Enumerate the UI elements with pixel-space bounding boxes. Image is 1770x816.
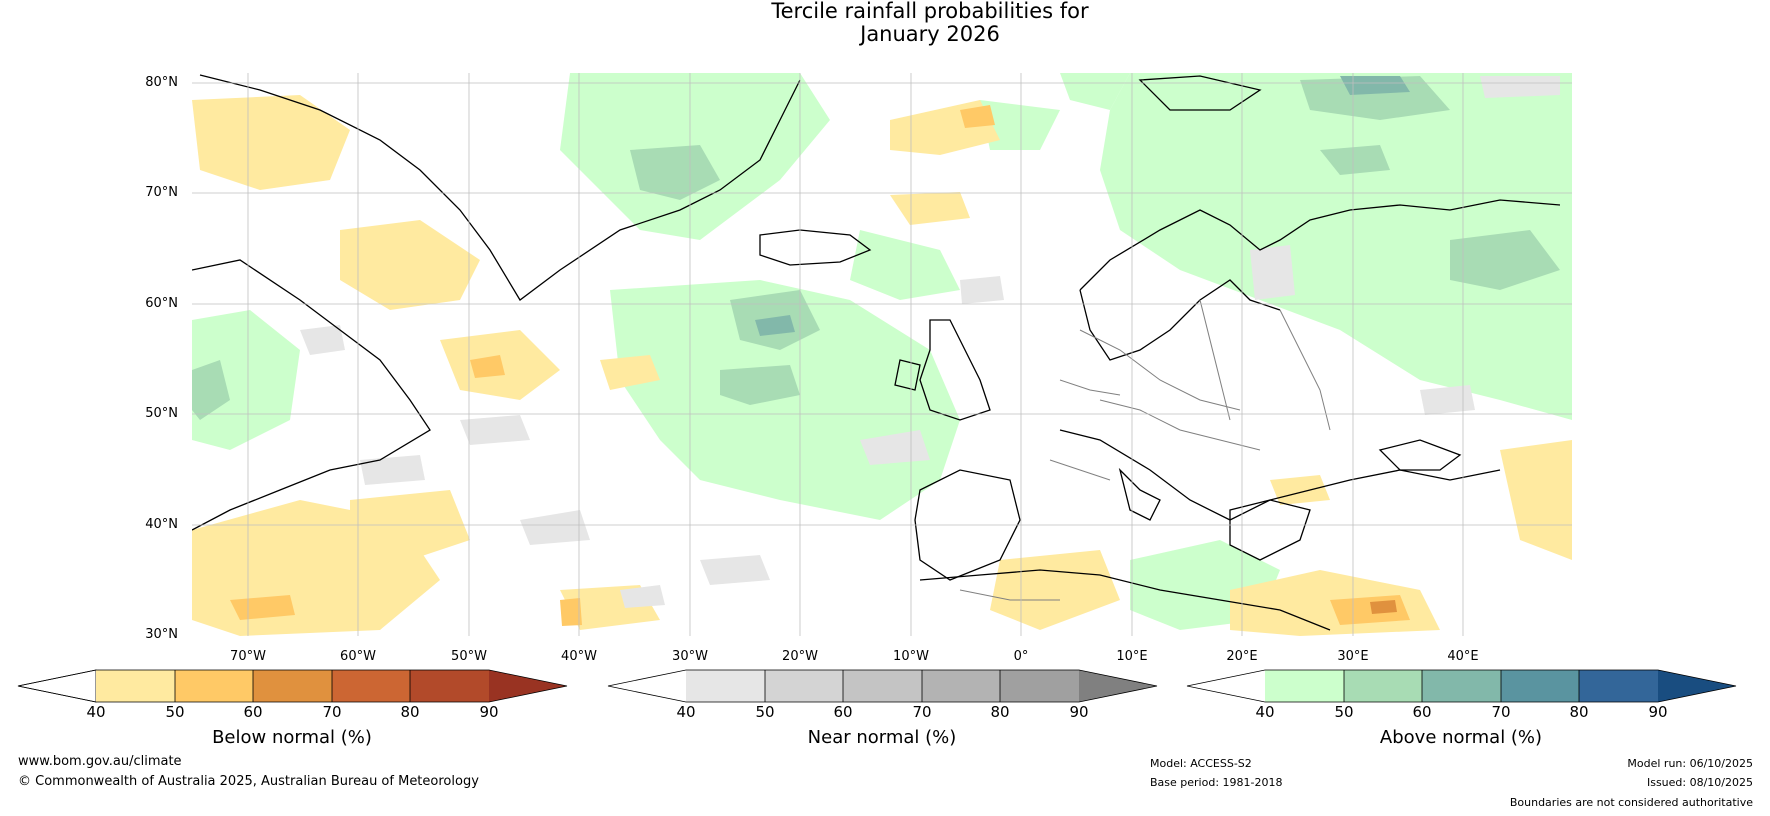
lon-label: 20°W [782, 649, 818, 664]
colorbar-tick: 70 [912, 703, 932, 721]
lat-label: 60°N [145, 296, 178, 311]
disclaimer-text: Boundaries are not considered authoritat… [1509, 796, 1753, 809]
colorbar-tick: 70 [322, 703, 342, 721]
colorbar-tick: 40 [676, 703, 696, 721]
model-run-text: Model run: 06/10/2025 [1627, 757, 1753, 770]
title-line-1: Tercile rainfall probabilities for [771, 0, 1089, 23]
website-text: www.bom.gov.au/climate [18, 754, 182, 769]
colorbar-tick: 70 [1491, 703, 1511, 721]
colorbar-tick: 50 [165, 703, 185, 721]
model-text: Model: ACCESS-S2 [1150, 757, 1252, 770]
colorbar-label-above-normal: Above normal (%) [1379, 727, 1543, 748]
lon-label: 50°W [451, 649, 487, 664]
above-normal-50-regions [192, 76, 1560, 420]
lon-label: 30°W [672, 649, 708, 664]
map-area [192, 73, 1572, 636]
graticule [192, 73, 1572, 636]
colorbar-label-near-normal: Near normal (%) [807, 727, 957, 748]
colorbar-tick: 60 [833, 703, 853, 721]
near-normal-regions [300, 76, 1560, 608]
lon-label: 10°E [1116, 649, 1148, 664]
lon-label: 20°E [1226, 649, 1258, 664]
above-normal-60-regions [755, 76, 1410, 336]
lat-label: 30°N [145, 627, 178, 642]
colorbar-tick: 50 [1334, 703, 1354, 721]
below-normal-60-regions [1370, 600, 1397, 614]
lon-label: 10°W [893, 649, 929, 664]
lon-label: 60°W [340, 649, 376, 664]
colorbar-tick: 60 [1412, 703, 1432, 721]
lat-label: 40°N [145, 517, 178, 532]
lat-label: 50°N [145, 406, 178, 421]
country-borders [959, 299, 1331, 601]
issued-text: Issued: 08/10/2025 [1646, 776, 1753, 789]
lon-label: 40°W [561, 649, 597, 664]
colorbar-label-below-normal: Below normal (%) [212, 727, 372, 748]
colorbar-tick: 50 [755, 703, 775, 721]
title-line-2: January 2026 [860, 22, 1000, 46]
lon-label: 40°E [1447, 649, 1479, 664]
colorbar-tick: 90 [1069, 703, 1089, 721]
colorbar-above-normal [1186, 669, 1737, 703]
coastlines [192, 74, 1561, 631]
base-period-text: Base period: 1981-2018 [1150, 776, 1283, 789]
lat-label: 70°N [145, 185, 178, 200]
colorbar-tick: 90 [1648, 703, 1668, 721]
colorbar-tick: 80 [400, 703, 420, 721]
colorbar-tick: 60 [243, 703, 263, 721]
lon-label: 70°W [230, 649, 266, 664]
colorbar-below-normal [17, 669, 568, 703]
map-title: Tercile rainfall probabilities for Janua… [0, 0, 1770, 46]
lat-label: 80°N [145, 75, 178, 90]
colorbar-tick: 80 [1569, 703, 1589, 721]
colorbar-near-normal [607, 669, 1158, 703]
copyright-text: © Commonwealth of Australia 2025, Austra… [18, 774, 479, 789]
lon-label: 0° [1013, 649, 1029, 664]
colorbar-tick: 90 [479, 703, 499, 721]
lon-label: 30°E [1337, 649, 1369, 664]
colorbar-tick: 40 [86, 703, 106, 721]
colorbar-tick: 80 [990, 703, 1010, 721]
colorbar-tick: 40 [1255, 703, 1275, 721]
